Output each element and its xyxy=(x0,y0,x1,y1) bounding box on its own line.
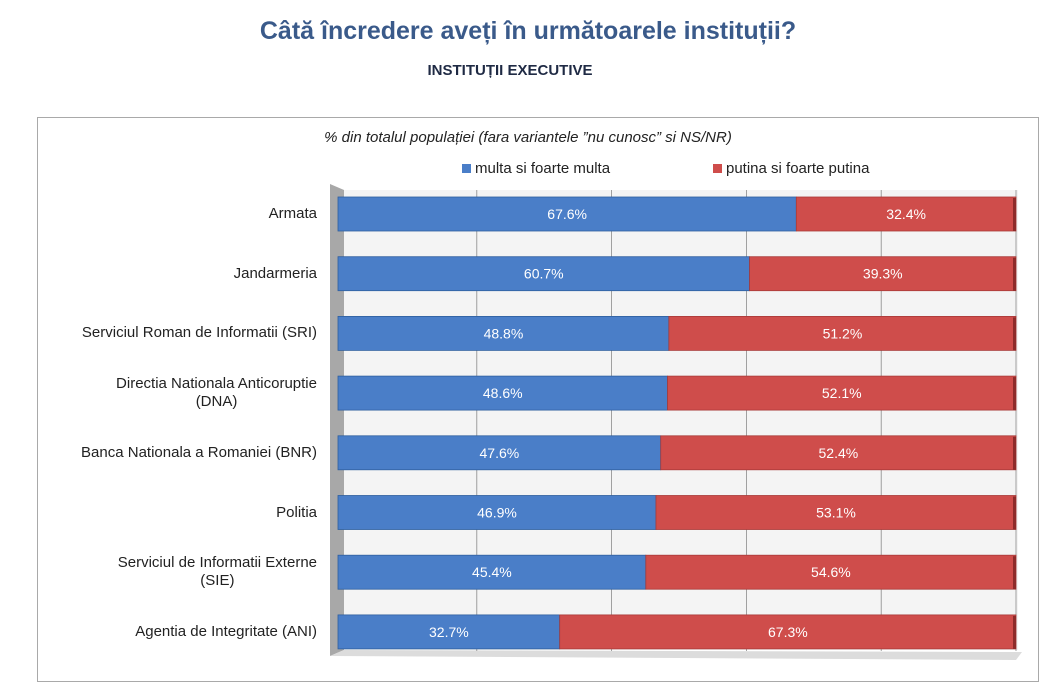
legend-label-putina: putina si foarte putina xyxy=(726,160,870,177)
data-label: 53.1% xyxy=(816,505,856,521)
bar-edge xyxy=(1013,198,1016,231)
data-label: 46.9% xyxy=(477,505,517,521)
bar-putina xyxy=(795,196,1017,232)
category-label-line: Jandarmeria xyxy=(233,264,317,282)
data-label: 32.7% xyxy=(429,624,469,640)
category-label-line: Directia Nationala Anticoruptie xyxy=(116,375,317,393)
category-label: Jandarmeria xyxy=(234,265,317,283)
bar-edge xyxy=(1013,377,1016,411)
data-label: 60.7% xyxy=(524,266,564,282)
category-label-line: Banca Nationala a Romaniei (BNR) xyxy=(81,443,317,461)
page-title: Câtă încredere aveți în următoarele inst… xyxy=(259,17,797,45)
bar-multa xyxy=(337,495,657,530)
legend-label-multa: multa si foarte multa xyxy=(475,160,611,177)
category-label: Serviciul de Informatii Externe (SIE) xyxy=(118,554,317,590)
bar-multa xyxy=(337,196,797,232)
data-label: 52.1% xyxy=(822,385,862,401)
category-label: Banca Nationala a Romaniei (BNR) xyxy=(81,444,317,462)
data-label: 67.3% xyxy=(768,624,808,640)
data-label: 47.6% xyxy=(480,445,520,461)
bar-edge xyxy=(1013,496,1016,530)
legend-item-putina: putina si foarte putina xyxy=(713,160,869,177)
bar-edge xyxy=(1013,257,1016,291)
left-wall xyxy=(330,184,344,656)
bar-multa xyxy=(337,315,670,351)
bar-edge xyxy=(1013,615,1016,649)
bar-putina xyxy=(655,495,1017,530)
data-label: 45.4% xyxy=(472,564,512,580)
bar-multa xyxy=(337,256,750,292)
category-label-line: Serviciul Roman de Informatii (SRI) xyxy=(81,324,317,342)
data-label: 51.2% xyxy=(823,325,863,341)
category-label: Directia Nationala Anticoruptie (DNA) xyxy=(116,375,317,411)
data-label: 32.4% xyxy=(886,206,926,222)
category-label-line: Serviciul de Informatii Externe xyxy=(117,554,317,572)
category-label-line: Armata xyxy=(268,205,317,222)
data-label: 54.6% xyxy=(811,564,851,580)
data-label: 52.4% xyxy=(819,445,859,461)
page-subtitle: INSTITUȚII EXECUTIVE xyxy=(427,62,593,79)
category-label: Serviciul Roman de Informatii (SRI) xyxy=(82,324,317,342)
data-label: 48.6% xyxy=(483,385,523,401)
bar-edge xyxy=(1013,317,1016,351)
legend-item-multa: multa si foarte multa xyxy=(462,160,610,177)
category-label-line: Politia xyxy=(276,503,317,521)
bar-edge xyxy=(1013,436,1016,470)
bar-putina xyxy=(667,375,1017,411)
category-label: Armata xyxy=(269,205,317,223)
category-label-line: Agentia de Integritate (ANI) xyxy=(135,622,317,640)
category-label-line: (SIE) xyxy=(200,572,235,590)
bar-putina xyxy=(668,315,1017,351)
data-label: 48.8% xyxy=(484,325,524,341)
bar-multa xyxy=(337,435,662,471)
legend-swatch-red xyxy=(713,164,722,173)
data-label: 39.3% xyxy=(863,266,903,282)
chart-title: % din totalul populației (fara variantel… xyxy=(324,129,732,146)
category-label: Agentia de Integritate (ANI) xyxy=(135,623,317,641)
bar-edge xyxy=(1013,556,1016,590)
legend-swatch-blue xyxy=(462,164,471,173)
bar-multa xyxy=(337,554,647,590)
category-label-line: (DNA) xyxy=(195,393,238,411)
bar-putina xyxy=(749,256,1017,292)
floor xyxy=(330,650,1022,660)
data-label: 67.6% xyxy=(547,206,587,222)
bar-multa xyxy=(337,614,561,650)
category-label: Politia xyxy=(276,504,317,522)
bar-multa xyxy=(337,375,668,411)
bar-putina xyxy=(645,554,1017,590)
